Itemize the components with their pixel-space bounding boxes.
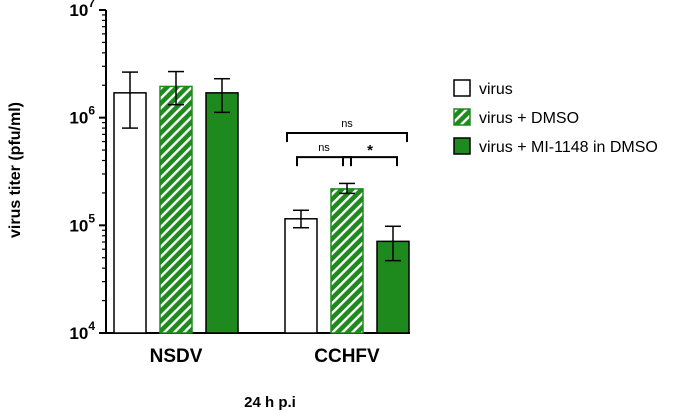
bar-cchfv-series-1 (330, 188, 364, 334)
legend-label-2: virus + MI-1148 in DMSO (479, 139, 658, 156)
y-tick-label-1: 105 (69, 211, 95, 235)
y-tick-label-2: 106 (69, 104, 95, 128)
significance-bracket (342, 156, 398, 167)
legend-swatch-2 (453, 137, 471, 155)
significance-label-1: ns (341, 118, 353, 130)
y-tick-label-0: 104 (69, 319, 95, 343)
x-category-label-nsdv: NSDV (150, 346, 203, 367)
significance-label-2: ns (318, 142, 330, 154)
legend-label-0: virus (479, 81, 513, 98)
bar-nsdv-series-2 (205, 92, 239, 334)
bar-nsdv-series-0 (113, 92, 147, 334)
x-category-label-cchfv: CCHFV (314, 346, 380, 367)
significance-bracket (286, 132, 408, 143)
significance-bracket (296, 156, 352, 167)
legend: virus virus + DMSO virus + MI-1148 in DMSO (453, 79, 658, 156)
legend-label-1: virus + DMSO (479, 110, 579, 127)
bar-nsdv-series-1 (159, 85, 193, 334)
legend-swatch-0 (453, 79, 471, 97)
y-axis-label: virus titer (pfu/ml) (7, 102, 24, 238)
legend-swatch-1 (453, 108, 471, 126)
bar-cchfv-series-0 (284, 218, 318, 334)
x-axis-title: 24 h p.i (244, 394, 296, 411)
significance-label-3: * (367, 142, 373, 159)
y-tick-label-3: 107 (69, 0, 95, 20)
